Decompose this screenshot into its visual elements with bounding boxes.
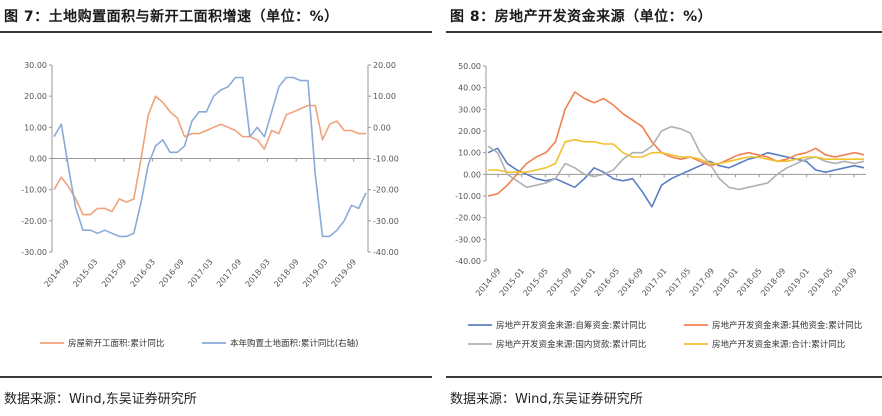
y-tick-label-left: -20.00 (455, 214, 481, 223)
bottom-rule (446, 376, 882, 378)
y-tick-label-right: -20.00 (373, 186, 399, 195)
legend-entry-0: 房屋新开工面积:累计同比 (68, 338, 164, 349)
x-tick-label: 2018-03 (244, 258, 272, 289)
y-tick-label-left: 10.00 (24, 123, 47, 132)
title-rule (0, 31, 432, 33)
legend-entry-1: 房地产开发资金来源:其他资金:累计同比 (712, 320, 862, 331)
x-tick-label: 2018-09 (272, 258, 300, 289)
x-tick-label: 2019-03 (301, 258, 329, 289)
series-line-1 (53, 76, 367, 238)
x-tick-label: 2015-09 (100, 258, 128, 289)
land-area-chart: -30.00 -20.00 -10.00 0.00 10.00 20.00 30.00 -40… (21, 61, 399, 349)
y-tick-label-right: -30.00 (373, 217, 399, 226)
y-tick-label-left: -10.00 (21, 186, 47, 195)
series-line-1 (487, 91, 865, 197)
series-line-3 (488, 138, 864, 173)
legend-entry-3: 房地产开发资金来源:合计:累计同比 (712, 339, 845, 350)
x-tick-label: 2019-09 (830, 267, 858, 298)
y-tick-label-right: -10.00 (373, 155, 399, 164)
y-tick-label-left: -10.00 (455, 192, 481, 201)
legend-entry-0: 房地产开发资金来源:自筹资金:累计同比 (496, 320, 646, 331)
y-tick-label-left: -30.00 (21, 248, 47, 257)
data-source: 数据来源：Wind,东吴证券研究所 (4, 392, 197, 407)
x-tick-label: 2014-09 (43, 258, 71, 289)
y-tick-label-left: 0.00 (29, 155, 47, 164)
y-tick-label-left: 40.00 (458, 84, 481, 93)
chart-title: 图 8：房地产开发资金来源（单位：%） (450, 9, 713, 25)
x-tick-label: 2017-03 (186, 258, 214, 289)
x-tick-label: 2016-03 (129, 258, 157, 289)
y-tick-label-left: 20.00 (24, 92, 47, 101)
y-tick-label-right: 10.00 (373, 92, 396, 101)
y-tick-label-left: 20.00 (458, 127, 481, 136)
y-tick-label-right: 0.00 (373, 123, 391, 132)
series-line-0 (53, 95, 366, 216)
x-tick-label: 2016-09 (157, 258, 185, 289)
y-tick-label-left: 10.00 (458, 149, 481, 158)
chart-panel-funding: 图 8：房地产开发资金来源（单位：%） -40.00 -30.00 -20.00 -1… (446, 0, 882, 416)
x-tick-label: 2019-09 (330, 258, 358, 289)
funding-source-chart: -40.00 -30.00 -20.00 -10.00 0.00 10.00 20.00 30… (455, 62, 866, 350)
chart-title: 图 7：土地购置面积与新开工面积增速（单位：%） (4, 9, 339, 25)
x-tick-label: 2015-03 (71, 258, 99, 289)
legend-entry-1: 本年购置土地面积:累计同比(右轴) (230, 338, 359, 349)
bottom-rule (0, 376, 432, 378)
series-line-2 (487, 125, 865, 191)
y-tick-label-left: 30.00 (458, 105, 481, 114)
y-tick-label-right: -40.00 (373, 248, 399, 257)
y-tick-label-left: 30.00 (24, 61, 47, 70)
x-tick-label: 2017-09 (215, 258, 243, 289)
y-tick-label-right: 20.00 (373, 61, 396, 70)
data-source: 数据来源：Wind,东吴证券研究所 (450, 392, 643, 407)
series-line-0 (487, 147, 865, 208)
y-tick-label-left: 0.00 (463, 170, 481, 179)
legend-entry-2: 房地产开发资金来源:国内贷款:累计同比 (496, 339, 646, 350)
y-tick-label-left: -30.00 (455, 235, 481, 244)
y-tick-label-left: -40.00 (455, 257, 481, 266)
y-tick-label-left: 50.00 (458, 62, 481, 71)
chart-panel-land: 图 7：土地购置面积与新开工面积增速（单位：%） -30.00 -20.00 -10… (0, 0, 432, 416)
title-rule (446, 31, 882, 33)
y-tick-label-left: -20.00 (21, 217, 47, 226)
